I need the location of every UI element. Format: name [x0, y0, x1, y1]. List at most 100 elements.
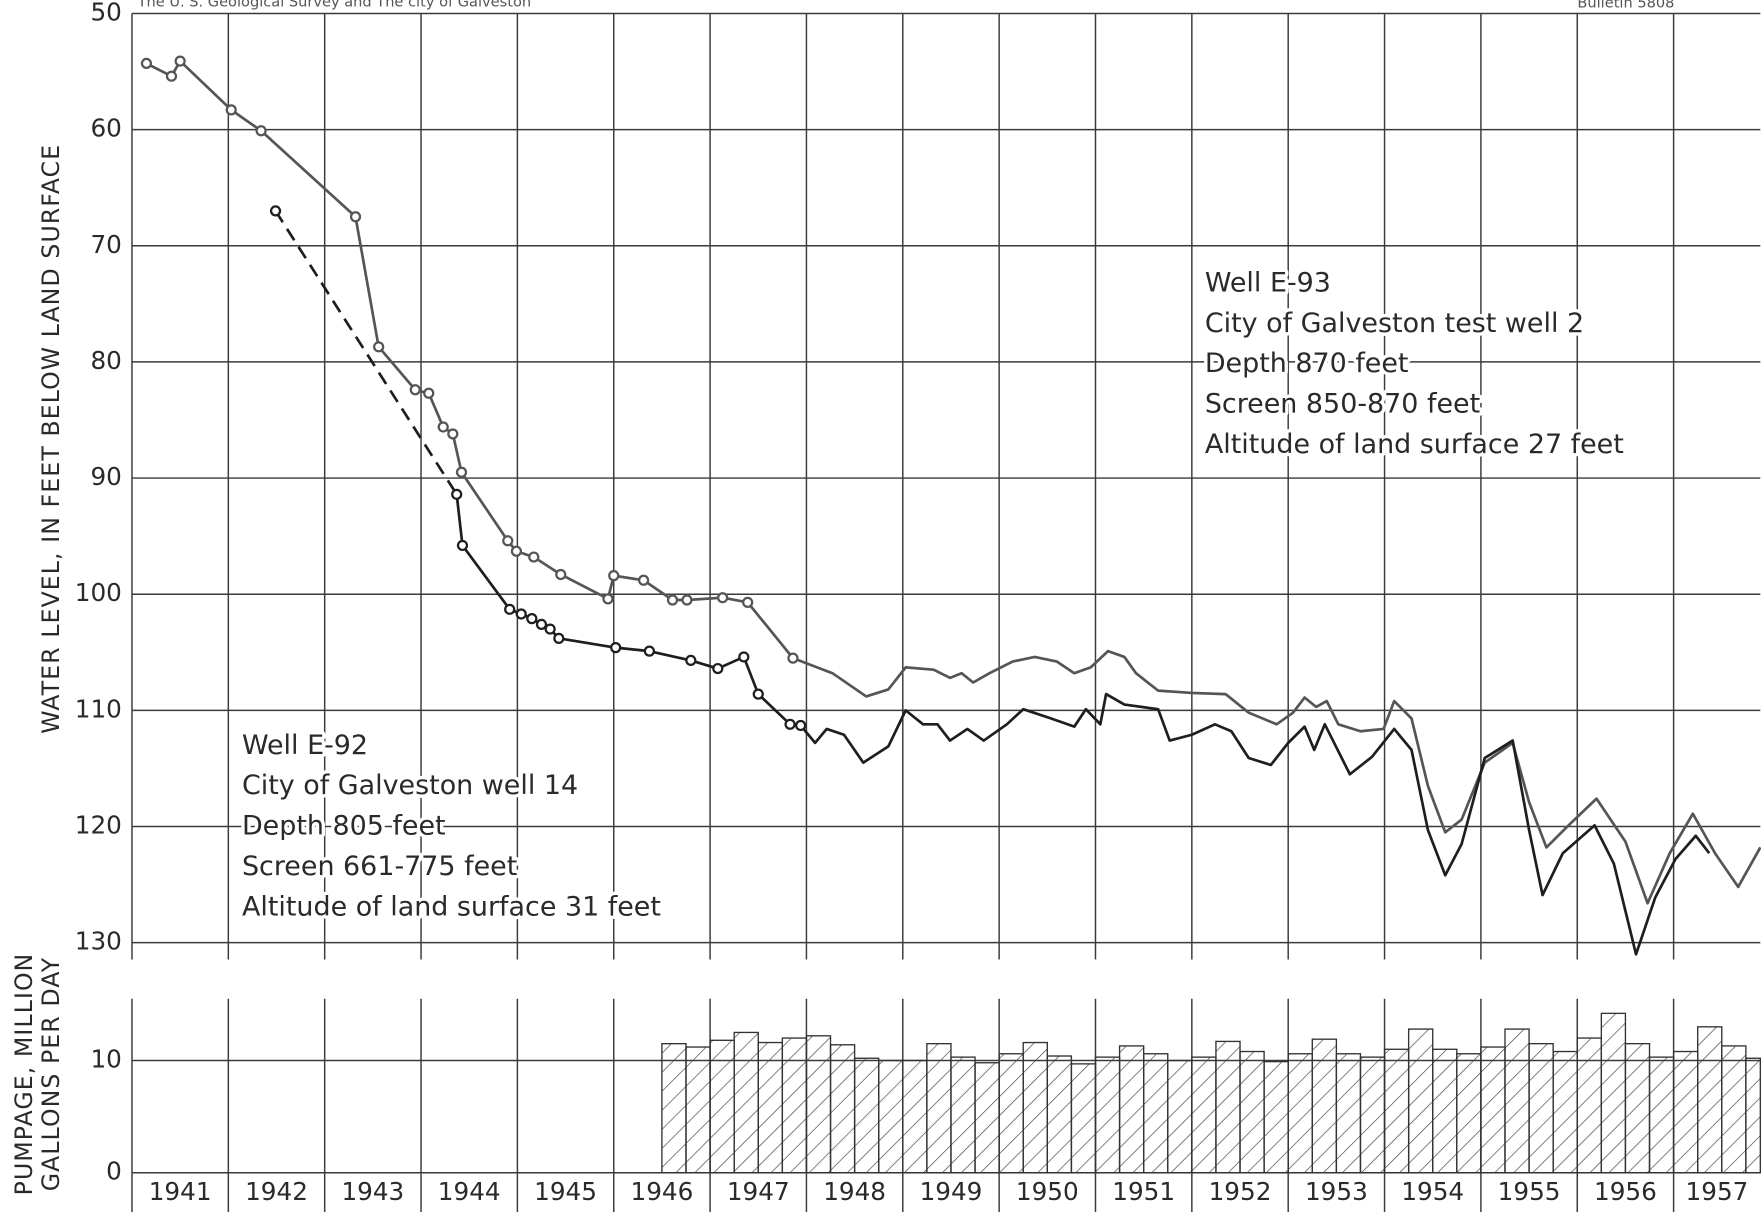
bar: [1094, 1056, 1121, 1174]
observation-point: [423, 387, 435, 399]
observation-point: [515, 608, 527, 620]
bar: [998, 1053, 1024, 1174]
observation-point: [752, 688, 764, 700]
x-tick-label: 1941: [149, 1177, 212, 1206]
bar: [1335, 1053, 1362, 1174]
observation-point: [553, 632, 565, 644]
bar: [1239, 1050, 1265, 1174]
annotation-line: Depth 805 feet: [242, 811, 446, 842]
bar: [1215, 1040, 1241, 1174]
x-tick-label: 1955: [1498, 1177, 1561, 1206]
observation-point: [437, 421, 449, 433]
bar: [926, 1042, 952, 1174]
bar: [1745, 1057, 1761, 1174]
observation-point: [225, 104, 237, 116]
y-tick-label: 100: [75, 578, 122, 607]
observation-point: [637, 574, 650, 586]
y-tick-label: 120: [75, 811, 122, 840]
x-tick-label: 1948: [823, 1177, 886, 1206]
bar: [1600, 1012, 1627, 1174]
y-tick-label: 10: [90, 1045, 121, 1074]
x-tick-label: 1945: [534, 1177, 597, 1206]
water-level-line: [274, 210, 458, 496]
bar: [1191, 1056, 1217, 1174]
observation-point: [717, 592, 729, 604]
bar: [829, 1044, 856, 1174]
bar: [1432, 1048, 1458, 1174]
y-tick-label: 70: [90, 230, 121, 259]
observation-point: [451, 488, 463, 500]
y-tick-label: 0: [106, 1157, 122, 1186]
annotation-line: Screen 850-870 feet: [1205, 389, 1480, 420]
observation-point: [608, 570, 620, 582]
observation-point: [174, 55, 186, 67]
observation-point: [610, 642, 622, 654]
bar: [757, 1041, 784, 1174]
annotation-line: Altitude of land surface 31 feet: [242, 891, 661, 922]
bar: [1263, 1060, 1289, 1174]
observation-point: [165, 70, 178, 82]
bar: [902, 1059, 928, 1174]
annotation-line: City of Galveston test well 2: [1205, 308, 1584, 339]
bar: [805, 1035, 832, 1174]
observation-point: [544, 623, 556, 635]
bar: [1504, 1028, 1530, 1174]
observation-point: [784, 718, 796, 730]
observation-point: [447, 428, 459, 440]
bar: [1576, 1037, 1603, 1174]
bar: [1167, 1059, 1193, 1174]
bar: [685, 1046, 711, 1174]
bar: [1311, 1038, 1338, 1174]
pumpage-bars: [661, 1012, 1761, 1174]
bar: [1528, 1042, 1554, 1174]
bar: [1407, 1028, 1434, 1174]
annotation-line: Depth 870 feet: [1205, 348, 1409, 379]
bar: [974, 1062, 1000, 1174]
observation-point: [456, 539, 469, 552]
header-right: Bulletin 5808: [1577, 0, 1674, 11]
observation-point: [504, 603, 516, 615]
observation-point: [255, 125, 267, 137]
x-tick-label: 1950: [1016, 1177, 1079, 1206]
observation-point: [666, 594, 679, 606]
bar: [1624, 1042, 1651, 1174]
x-tick-label: 1946: [631, 1177, 694, 1206]
observation-point: [685, 654, 697, 667]
y-axis-title: WATER LEVEL, IN FEET BELOW LAND SURFACE: [37, 144, 65, 734]
observation-point: [528, 551, 540, 563]
observation-point: [712, 662, 724, 675]
bar: [709, 1039, 735, 1174]
x-tick-label: 1957: [1686, 1177, 1749, 1206]
observation-point: [555, 568, 567, 581]
bar: [733, 1031, 759, 1174]
x-tick-label: 1952: [1209, 1177, 1272, 1206]
bar: [1456, 1053, 1482, 1174]
bar: [1142, 1053, 1169, 1174]
observation-point: [502, 535, 514, 547]
y-tick-label: 110: [75, 694, 122, 723]
bar: [1383, 1048, 1410, 1174]
y-tick-label: 130: [75, 927, 122, 956]
x-tick-label: 1947: [727, 1177, 790, 1206]
bar: [1648, 1056, 1675, 1174]
x-tick-label: 1954: [1401, 1177, 1464, 1206]
observation-point: [349, 211, 362, 223]
bar: [1046, 1055, 1073, 1174]
bar: [661, 1042, 687, 1174]
observation-point: [269, 205, 282, 217]
annotation-title: Well E-92: [242, 730, 368, 761]
water-level-line: [145, 59, 1761, 905]
x-tick-label: 1953: [1305, 1177, 1368, 1206]
bar: [1118, 1045, 1145, 1174]
y-axis-title: GALLONS PER DAY: [37, 957, 65, 1191]
annotation-line: Altitude of land surface 27 feet: [1205, 429, 1624, 460]
water-level-line: [455, 494, 1711, 956]
observation-point: [602, 593, 614, 605]
observation-point: [787, 652, 799, 664]
observation-point: [140, 57, 153, 70]
observation-point: [373, 341, 385, 353]
observation-point: [409, 384, 421, 396]
observation-point: [535, 618, 548, 631]
x-tick-label: 1951: [1112, 1177, 1175, 1206]
